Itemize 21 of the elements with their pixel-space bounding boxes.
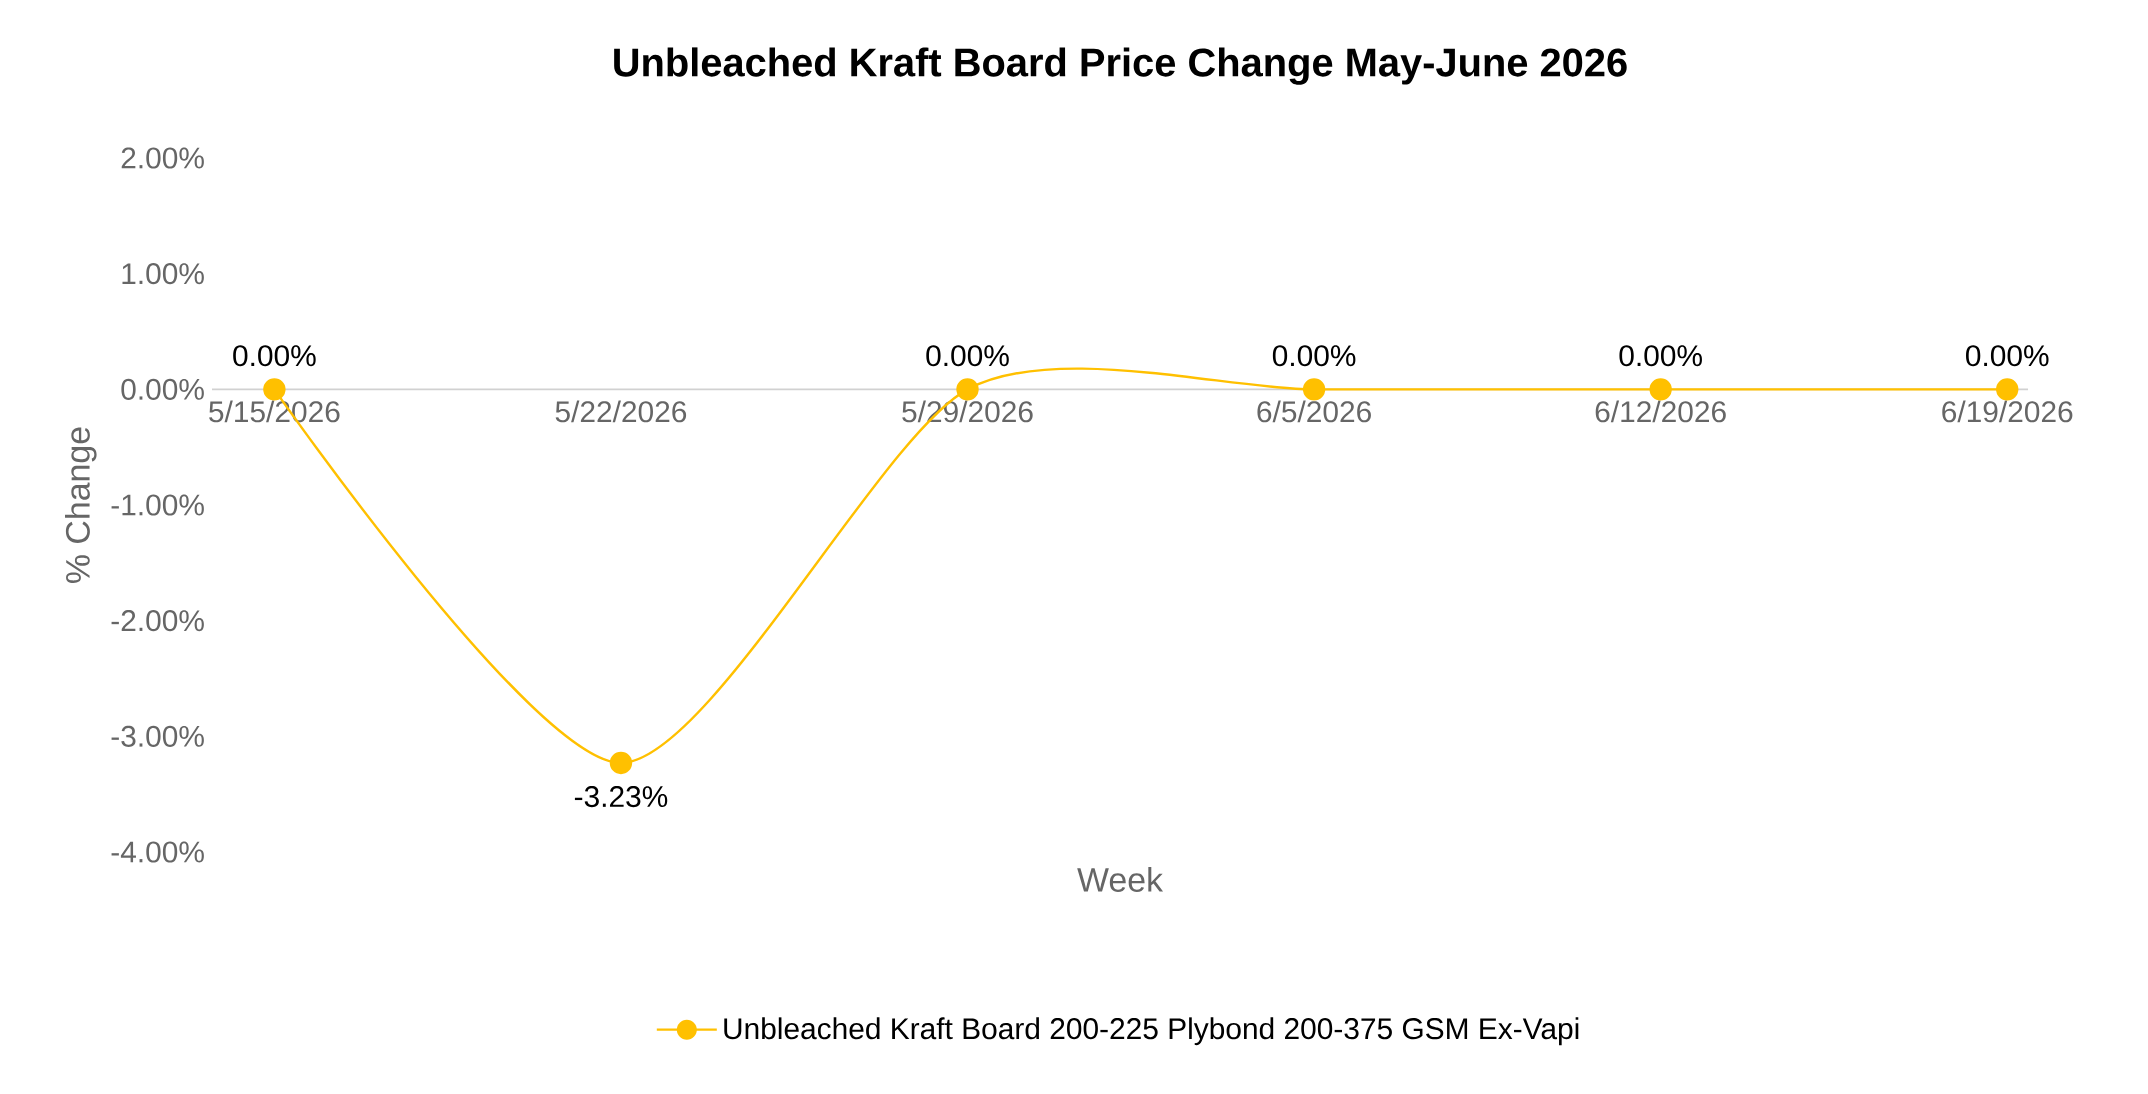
data-label: -3.23% bbox=[574, 785, 668, 808]
data-label: 0.00% bbox=[233, 345, 316, 367]
data-label: 0.00% bbox=[1966, 345, 2049, 367]
x-tick-label: 6/5/2026 bbox=[1257, 400, 1371, 423]
x-tick-label: 5/22/2026 bbox=[555, 400, 687, 423]
y-tick-label: -3.00% bbox=[111, 725, 204, 747]
y-tick-label: 2.00% bbox=[121, 147, 204, 169]
x-axis-title: Week bbox=[1077, 867, 1164, 892]
y-tick-label: -1.00% bbox=[111, 494, 204, 516]
y-tick-label: 0.00% bbox=[121, 378, 204, 400]
chart-title: Unbleached Kraft Board Price Change May-June 2026 bbox=[614, 47, 1627, 85]
data-label: 0.00% bbox=[1272, 345, 1356, 367]
y-axis-title: % Change bbox=[65, 427, 97, 583]
data-label: 0.00% bbox=[926, 345, 1009, 367]
y-tick-label: -4.00% bbox=[111, 841, 204, 863]
data-label: 0.00% bbox=[1619, 345, 1702, 367]
y-tick-label: -2.00% bbox=[111, 610, 204, 632]
x-tick-label: 6/19/2026 bbox=[1942, 400, 2073, 423]
legend-label: Unbleached Kraft Board 200-225 Plybond 200-375 GSM Ex-Vapi bbox=[724, 1017, 1579, 1046]
y-tick-label: 1.00% bbox=[122, 263, 204, 285]
x-tick-label: 6/12/2026 bbox=[1595, 400, 1726, 423]
